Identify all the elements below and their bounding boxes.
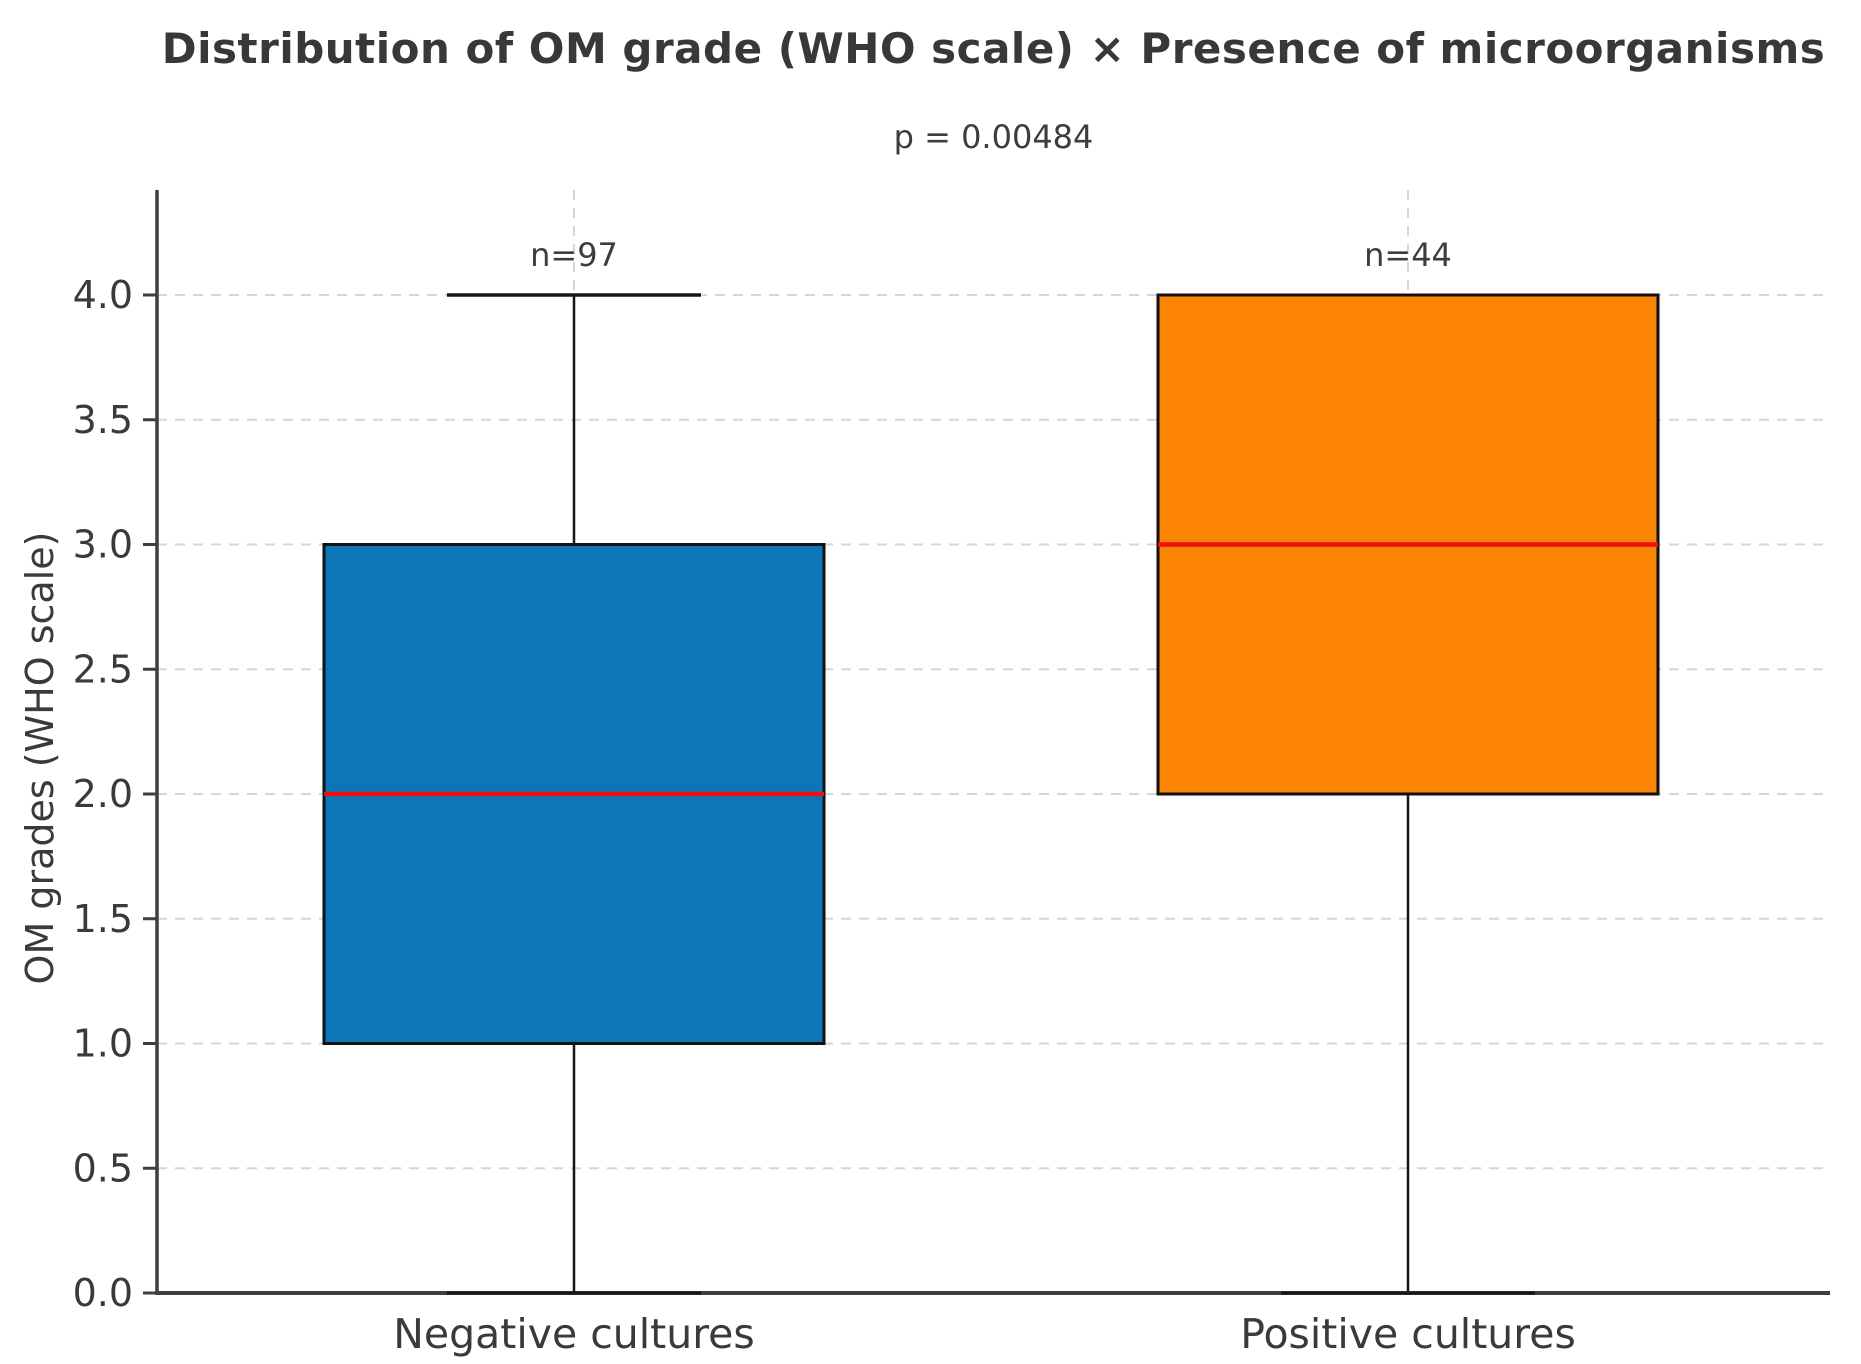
y-axis-label: OM grades (WHO scale) xyxy=(18,531,62,985)
y-tick-label: 0.0 xyxy=(73,1271,133,1315)
chart-title: Distribution of OM grade (WHO scale) × P… xyxy=(161,24,1826,73)
y-tick-label: 2.0 xyxy=(73,772,133,816)
y-tick-label: 3.0 xyxy=(73,523,133,567)
y-tick-label: 1.5 xyxy=(73,897,133,941)
y-tick-label: 0.5 xyxy=(73,1146,133,1190)
y-tick-label: 4.0 xyxy=(73,273,133,317)
p-value-annotation: p = 0.00484 xyxy=(893,118,1094,156)
n-count-annotation-positive: n=44 xyxy=(1364,236,1452,274)
y-tick-label: 1.0 xyxy=(73,1022,133,1066)
n-count-annotation-negative: n=97 xyxy=(530,236,618,274)
x-tick-label-negative-cultures: Negative cultures xyxy=(393,1310,755,1358)
y-tick-label: 3.5 xyxy=(73,398,133,442)
y-tick-label: 2.5 xyxy=(73,647,133,691)
x-tick-label-positive-cultures: Positive cultures xyxy=(1240,1310,1576,1358)
